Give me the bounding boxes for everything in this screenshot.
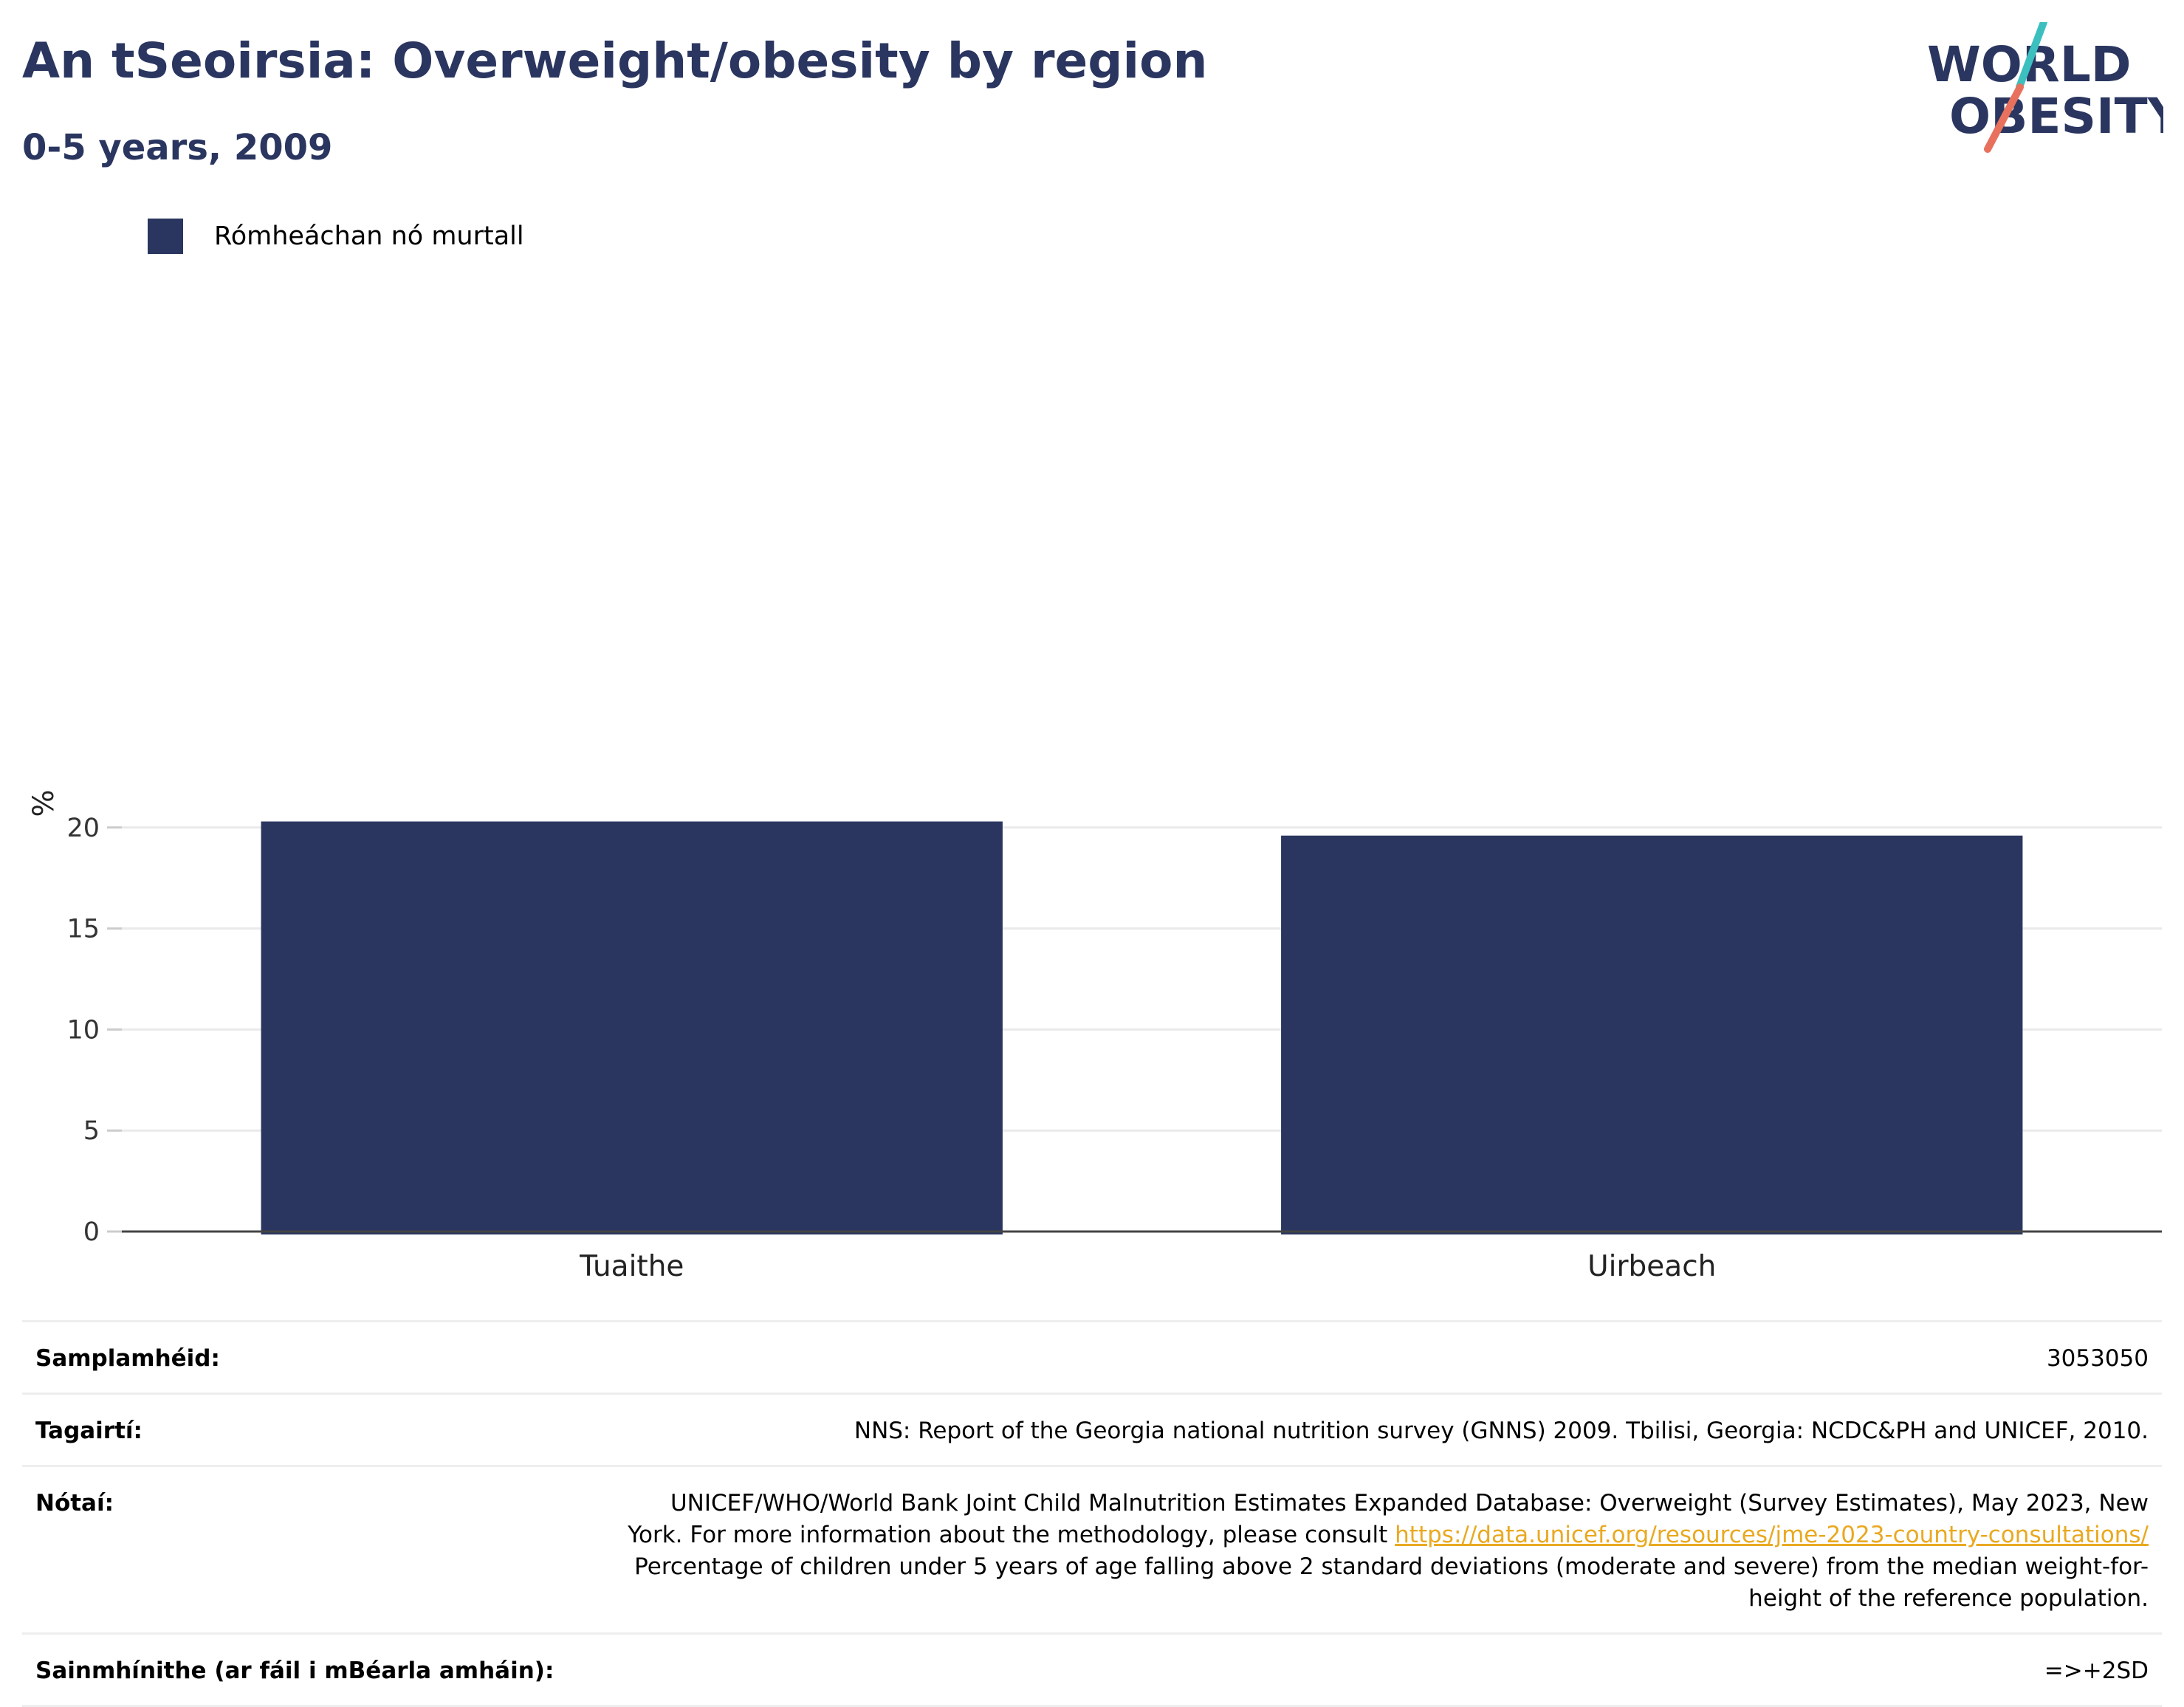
bar-chart: 0 5 10 15 20 Tuaithe Uirbeach% bbox=[27, 789, 2162, 1283]
methodology-link[interactable]: https://data.unicef.org/resources/jme-20… bbox=[1395, 1522, 2149, 1548]
y-tick-label: 5 bbox=[83, 1116, 100, 1146]
notes-value: UNICEF/WHO/World Bank Joint Child Malnut… bbox=[628, 1488, 2149, 1615]
y-axis-label: % bbox=[27, 789, 61, 817]
notes-label: Nótaí: bbox=[35, 1490, 114, 1517]
world-obesity-logo: WORLD OBESITY bbox=[1927, 22, 2163, 153]
legend-label: Rómheáchan nó murtall bbox=[214, 221, 524, 251]
bar-tuaithe bbox=[261, 821, 1003, 1234]
legend: Rómheáchan nó murtall bbox=[148, 219, 524, 254]
sample-size-label: Samplamhéid: bbox=[35, 1345, 220, 1372]
y-tick-label: 10 bbox=[66, 1015, 100, 1045]
notes-line-3: Percentage of children under 5 years of … bbox=[634, 1553, 2149, 1580]
notes-line-1: UNICEF/WHO/World Bank Joint Child Malnut… bbox=[670, 1490, 2149, 1517]
logo-slash-coral bbox=[1984, 83, 2024, 153]
notes-line-2-text: York. For more information about the met… bbox=[628, 1522, 1388, 1548]
legend-swatch[interactable] bbox=[148, 219, 183, 254]
x-tick-label: Uirbeach bbox=[1587, 1250, 1716, 1283]
sample-size-value: 3053050 bbox=[2046, 1345, 2149, 1372]
x-tick-label: Tuaithe bbox=[579, 1250, 684, 1283]
chart-subtitle: 0-5 years, 2009 bbox=[22, 127, 333, 168]
notes-line-2: York. For more information about the met… bbox=[628, 1519, 2149, 1551]
chart-title: An tSeoirsia: Overweight/obesity by regi… bbox=[22, 32, 1208, 89]
definitions-label: Sainmhínithe (ar fáil i mBéarla amháin): bbox=[35, 1658, 554, 1684]
y-tick-label: 20 bbox=[66, 814, 100, 843]
references-row: Tagairtí: NNS: Report of the Georgia nat… bbox=[22, 1392, 2162, 1465]
y-tick-label: 0 bbox=[83, 1217, 100, 1247]
references-value: NNS: Report of the Georgia national nutr… bbox=[854, 1418, 2149, 1444]
logo-slash-teal bbox=[2016, 22, 2047, 91]
definitions-value: =>+2SD bbox=[2044, 1658, 2149, 1684]
notes-line-4: height of the reference population. bbox=[1748, 1585, 2149, 1612]
notes-row: Nótaí: UNICEF/WHO/World Bank Joint Child… bbox=[22, 1465, 2162, 1632]
sample-size-row: Samplamhéid: 3053050 bbox=[22, 1320, 2162, 1392]
references-label: Tagairtí: bbox=[35, 1418, 142, 1444]
bar-uirbeach bbox=[1281, 835, 2023, 1234]
info-table: Samplamhéid: 3053050 Tagairtí: NNS: Repo… bbox=[22, 1320, 2162, 1707]
logo-text-obesity: OBESITY bbox=[1949, 88, 2163, 145]
y-tick-label: 15 bbox=[66, 915, 100, 944]
